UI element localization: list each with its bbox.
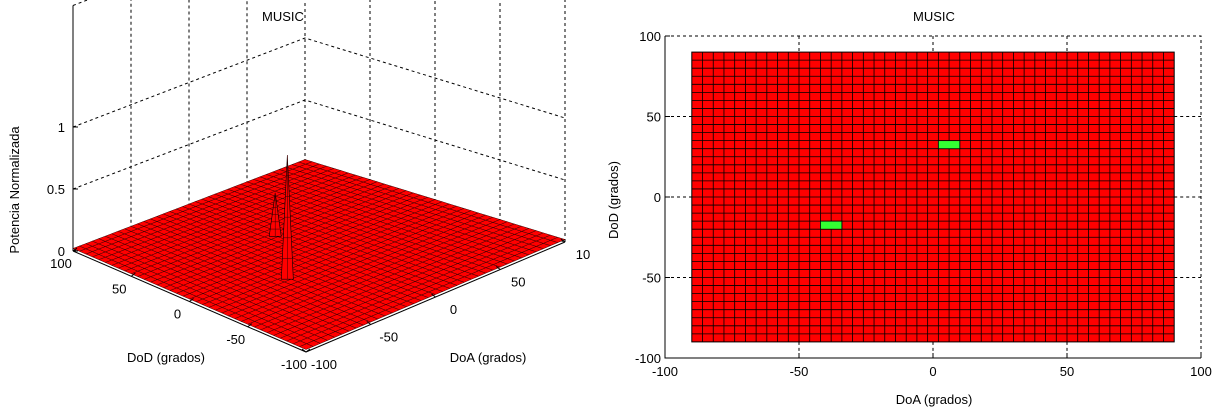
heatmap-frame xyxy=(664,35,1202,359)
surface-x-tick xyxy=(560,238,566,243)
surface-x-tick xyxy=(495,266,501,270)
heatmap-y-tick-label: -100 xyxy=(635,351,661,366)
surface-y-tick xyxy=(189,298,194,302)
surface-x-tick-label: -50 xyxy=(379,330,398,345)
surface-y-tick-label: -50 xyxy=(226,332,245,347)
surface-y-tick-label: -100 xyxy=(281,357,307,372)
surface-y-tick-label: 50 xyxy=(112,281,126,296)
surface-peak xyxy=(281,155,294,280)
heatmap-y-tick-label: 100 xyxy=(639,29,661,44)
surface-x-tick xyxy=(301,348,307,353)
heatmap-background xyxy=(691,51,1175,343)
heatmap-x-tick-label: 50 xyxy=(1060,364,1074,379)
surface-z-tick-label: 1 xyxy=(58,120,65,135)
heatmap-x-tick-label: 100 xyxy=(1190,364,1212,379)
surface-z-axis-label: Potencia Normalizada xyxy=(7,126,22,254)
surface-y-tick xyxy=(130,272,136,277)
surface-gridline xyxy=(72,37,566,128)
surface-y-tick xyxy=(305,348,311,353)
surface-x-tick xyxy=(431,293,436,298)
heatmap-x-tick-label: -50 xyxy=(790,364,809,379)
heatmap-highlight-cell xyxy=(820,220,843,230)
heatmap-y-axis-label: DoD (grados) xyxy=(606,161,621,239)
surface-x-tick-label: 0 xyxy=(450,302,457,317)
surface-x-tick-label: -100 xyxy=(311,357,337,372)
surface-y-axis-label: DoD (grados) xyxy=(127,350,205,365)
heatmap-y-tick-label: -50 xyxy=(642,271,661,286)
surface-y-tick xyxy=(247,323,253,328)
heatmap-highlight-cell xyxy=(937,140,961,150)
surface-peak xyxy=(268,192,282,237)
surface-x-tick-label: 50 xyxy=(511,275,525,290)
surface-x-tick xyxy=(366,321,372,325)
surface-x-tick-label: 10 xyxy=(576,247,590,262)
heatmap-y-tick-label: 0 xyxy=(654,190,661,205)
surface-y-tick xyxy=(72,247,78,252)
heatmap-x-axis-label: DoA (grados) xyxy=(896,392,973,407)
surface-z-tick-label: 0.5 xyxy=(47,182,65,197)
heatmap-grid xyxy=(664,35,1202,359)
surface-mesh xyxy=(72,159,566,350)
heatmap-highlights xyxy=(820,140,961,230)
surface-chart: MUSIC 0 0.5 1 100 50 0 -50 -100 -100 -50 0 50 10 Pot… xyxy=(7,0,590,372)
surface-y-tick-label: 0 xyxy=(174,307,181,322)
heatmap-x-tick-label: 0 xyxy=(929,364,936,379)
heatmap-plot-box xyxy=(665,36,1201,358)
heatmap-chart-title: MUSIC xyxy=(913,9,955,24)
surface-x-axis-label: DoA (grados) xyxy=(450,350,527,365)
surface-peaks xyxy=(268,155,294,280)
surface-y-tick-label: 100 xyxy=(50,256,72,271)
surface-z-tick-label: 0 xyxy=(58,244,65,259)
heatmap-ticks: -100 -50 0 50 100 100 50 0 -50 -100 xyxy=(635,29,1212,379)
surface-cell xyxy=(549,237,566,243)
heatmap-cells xyxy=(691,51,1175,343)
heatmap-x-tick-label: -100 xyxy=(652,364,678,379)
surface-ticks: 0 0.5 1 100 50 0 -50 -100 -100 -50 0 50 10 xyxy=(47,120,590,372)
heatmap-y-tick-label: 50 xyxy=(647,110,661,125)
surface-chart-title: MUSIC xyxy=(262,9,304,24)
surface-gridline xyxy=(72,99,566,190)
